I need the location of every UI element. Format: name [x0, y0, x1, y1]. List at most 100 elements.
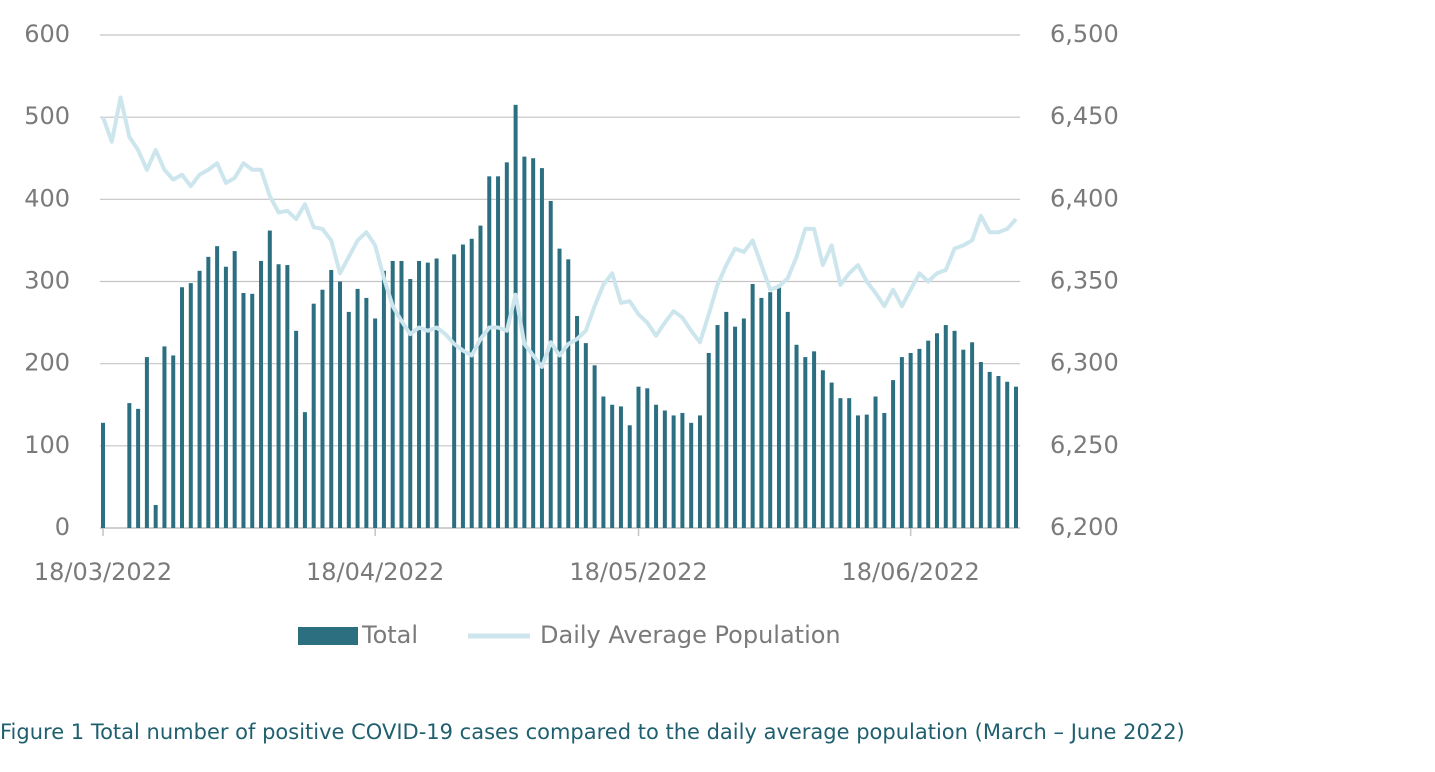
y2-tick-label: 6,200: [1050, 513, 1119, 541]
bar: [215, 246, 220, 528]
bar: [671, 415, 676, 528]
bar: [715, 325, 720, 528]
bar: [820, 370, 825, 528]
bar: [162, 346, 167, 528]
y2-tick-label: 6,250: [1050, 431, 1119, 459]
y-tick-label: 500: [24, 102, 70, 130]
bar: [276, 264, 281, 528]
bar: [408, 279, 413, 528]
bar: [610, 404, 615, 528]
bar: [891, 380, 896, 528]
bar: [136, 408, 141, 528]
bar: [838, 398, 843, 528]
y-tick-label: 100: [24, 431, 70, 459]
bar: [417, 260, 422, 528]
y2-tick-label: 6,300: [1050, 349, 1119, 377]
bar: [785, 311, 790, 528]
bar: [961, 349, 966, 528]
x-tick-label: 18/06/2022: [841, 558, 979, 586]
y2-tick-label: 6,400: [1050, 184, 1119, 212]
bar: [399, 260, 404, 528]
bar: [873, 396, 878, 528]
bar: [364, 297, 369, 528]
bar: [618, 406, 623, 528]
bar: [829, 382, 834, 528]
bar: [847, 398, 852, 528]
bar: [636, 386, 641, 528]
bar: [680, 412, 685, 528]
bar: [548, 200, 553, 528]
bar: [478, 225, 483, 529]
bar: [469, 238, 474, 529]
bar: [355, 288, 360, 528]
bar: [460, 244, 465, 528]
bar: [320, 289, 325, 528]
bar: [294, 330, 299, 528]
bar: [741, 318, 746, 528]
bar: [943, 325, 948, 528]
bar: [267, 230, 272, 528]
y-tick-label: 0: [55, 513, 70, 541]
bar: [750, 283, 755, 528]
bar: [425, 262, 430, 528]
bar: [302, 412, 307, 528]
bar: [855, 415, 860, 528]
bar: [627, 425, 632, 528]
caption: Figure 1 Total number of positive COVID-…: [0, 720, 1185, 744]
bar: [101, 422, 105, 528]
bar: [583, 343, 588, 528]
bar: [776, 284, 781, 528]
bar: [759, 297, 764, 528]
bar: [232, 251, 237, 528]
bar: [899, 357, 904, 528]
bar: [171, 355, 176, 528]
bar: [223, 266, 228, 528]
bar: [724, 311, 729, 528]
bar: [689, 422, 694, 528]
bar: [127, 403, 132, 528]
bar: [1005, 381, 1010, 528]
bar: [864, 414, 869, 528]
bar: [908, 352, 913, 528]
bar: [794, 344, 799, 528]
bar: [197, 270, 202, 528]
bar: [812, 351, 817, 528]
legend-label: Daily Average Population: [540, 621, 841, 649]
bar: [513, 104, 518, 528]
x-tick-label: 18/04/2022: [306, 558, 444, 586]
bar: [768, 292, 773, 528]
bar: [531, 158, 536, 528]
bar: [882, 412, 887, 528]
bar: [496, 176, 501, 528]
bar: [346, 311, 351, 528]
bar: [250, 293, 255, 528]
bar: [338, 281, 343, 528]
bar: [706, 352, 711, 528]
bar: [206, 256, 211, 528]
y2-tick-label: 6,350: [1050, 267, 1119, 295]
bar: [645, 388, 650, 528]
bar: [733, 326, 738, 528]
y-tick-label: 400: [24, 184, 70, 212]
bar: [144, 357, 149, 528]
bar: [978, 362, 983, 528]
bar: [926, 340, 931, 528]
bar: [539, 168, 544, 529]
bar: [504, 162, 509, 528]
bar: [952, 330, 957, 528]
bar: [259, 260, 264, 528]
bar: [592, 365, 597, 528]
bar: [601, 396, 606, 528]
bar: [188, 283, 193, 528]
bar: [241, 293, 246, 528]
bar: [803, 357, 808, 528]
bar: [934, 333, 939, 528]
bar: [917, 348, 922, 528]
legend-label: Total: [361, 621, 418, 649]
bar: [662, 410, 667, 528]
bar: [557, 248, 562, 528]
bar: [697, 415, 702, 528]
bar: [970, 342, 975, 528]
